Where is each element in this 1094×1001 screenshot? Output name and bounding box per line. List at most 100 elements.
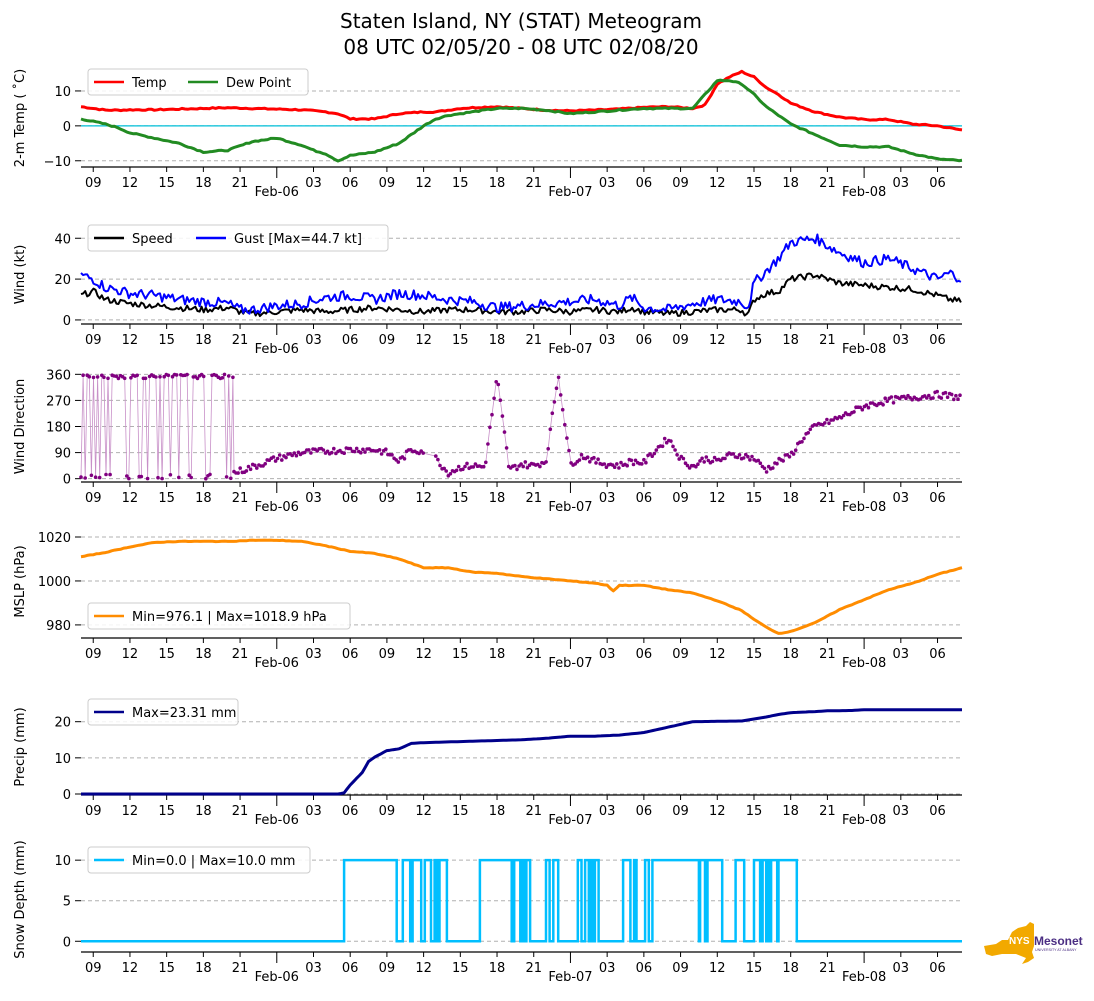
- direction-point: [454, 468, 459, 473]
- direction-point: [952, 397, 956, 402]
- x-tick-label: 15: [158, 491, 175, 506]
- direction-point: [254, 466, 259, 470]
- x-tick-label: 09: [379, 176, 396, 191]
- direction-point: [675, 453, 679, 457]
- direction-point: [208, 472, 212, 477]
- x-tick-label: 18: [489, 333, 506, 348]
- y-tick-label: 0: [63, 473, 71, 488]
- y-axis-label: MSLP (hPa): [13, 545, 28, 617]
- direction-point: [793, 448, 798, 453]
- direction-point: [642, 457, 646, 462]
- y-tick-label: 0: [63, 788, 71, 803]
- x-tick-label: 06: [636, 961, 653, 976]
- direction-point: [496, 382, 501, 387]
- x-tick-label: 12: [709, 491, 726, 506]
- x-tick-label: 12: [415, 491, 432, 506]
- direction-point: [750, 454, 754, 459]
- direction-point: [204, 476, 208, 481]
- chart-title-line1: Staten Island, NY (STAT) Meteogram: [340, 9, 702, 33]
- direction-point: [702, 460, 706, 464]
- x-tick-label: 09: [672, 647, 689, 662]
- y-tick-label: 10: [54, 854, 71, 869]
- x-tick-label: 18: [489, 804, 506, 819]
- direction-point: [685, 463, 690, 468]
- direction-point: [615, 462, 619, 466]
- x-tick-label: 15: [452, 804, 469, 819]
- x-tick-label: 12: [709, 333, 726, 348]
- direction-point: [290, 453, 295, 458]
- x-tick-label: 09: [85, 491, 102, 506]
- legend-label: Gust [Max=44.7 kt]: [234, 232, 362, 247]
- x-tick-label: 03: [305, 804, 322, 819]
- x-tick-label: 03: [305, 491, 322, 506]
- x-tick-label: 15: [746, 333, 763, 348]
- x-tick-label: 18: [195, 333, 212, 348]
- direction-point: [735, 455, 740, 460]
- direction-point: [787, 455, 792, 459]
- x-tick-label: 06: [342, 491, 359, 506]
- direction-point: [949, 392, 954, 397]
- x-tick-label: 15: [746, 961, 763, 976]
- y-tick-label: 20: [54, 716, 71, 731]
- x-tick-label: 18: [782, 804, 799, 819]
- panel-wind: 0 20 40 Wind (kt) 09 12 15 18 21 03 06 09 12 15 18 21 03…: [13, 224, 962, 357]
- direction-point: [831, 418, 835, 422]
- x-tick-label: 12: [415, 647, 432, 662]
- direction-point: [860, 407, 865, 412]
- direction-point: [889, 395, 894, 399]
- x-tick-label: 06: [342, 804, 359, 819]
- direction-point: [135, 373, 139, 378]
- y-axis-label: 2-m Temp ( ˚C): [12, 69, 28, 167]
- x-tick-label: 09: [672, 176, 689, 191]
- direction-point: [904, 396, 908, 401]
- y-tick-label: 5: [63, 895, 71, 910]
- series-line-max=23.31: [81, 708, 962, 796]
- direction-point: [354, 446, 359, 451]
- direction-point: [538, 464, 542, 469]
- direction-point: [723, 456, 727, 461]
- direction-point: [927, 393, 931, 398]
- x-day-label: Feb-07: [548, 970, 592, 985]
- direction-point: [504, 446, 509, 450]
- direction-point: [669, 439, 673, 443]
- direction-point: [329, 450, 334, 455]
- x-tick-label: 12: [122, 491, 139, 506]
- y-tick-label: 270: [46, 394, 71, 409]
- direction-point: [168, 473, 173, 477]
- x-tick-label: 06: [636, 804, 653, 819]
- direction-point: [95, 375, 100, 379]
- direction-point: [481, 464, 486, 469]
- direction-point: [438, 463, 442, 468]
- direction-point: [309, 451, 313, 455]
- x-day-label: Feb-08: [842, 500, 886, 515]
- direction-point: [513, 463, 517, 468]
- y-axis-label: Snow Depth (mm): [13, 840, 28, 958]
- logo-nys: NYS: [1009, 936, 1030, 947]
- direction-point: [321, 448, 326, 452]
- x-tick-label: 18: [195, 961, 212, 976]
- direction-point: [644, 460, 648, 465]
- direction-point: [956, 397, 960, 402]
- x-tick-label: 03: [305, 333, 322, 348]
- direction-point: [231, 375, 235, 380]
- direction-point: [87, 374, 92, 379]
- x-tick-label: 12: [709, 647, 726, 662]
- x-tick-label: 09: [85, 961, 102, 976]
- direction-point: [881, 403, 885, 407]
- direction-point: [490, 412, 494, 417]
- direction-point: [226, 374, 231, 378]
- x-tick-label: 21: [819, 491, 836, 506]
- x-tick-label: 15: [158, 647, 175, 662]
- direction-point: [139, 474, 144, 479]
- direction-point: [104, 472, 108, 477]
- direction-point: [696, 462, 700, 467]
- direction-point: [125, 474, 129, 478]
- direction-point: [502, 430, 507, 434]
- direction-point: [864, 403, 869, 407]
- x-tick-label: 15: [452, 176, 469, 191]
- direction-point: [662, 436, 667, 441]
- direction-point: [492, 396, 496, 401]
- x-tick-label: 09: [85, 333, 102, 348]
- direction-point: [236, 471, 240, 475]
- x-tick-label: 12: [122, 647, 139, 662]
